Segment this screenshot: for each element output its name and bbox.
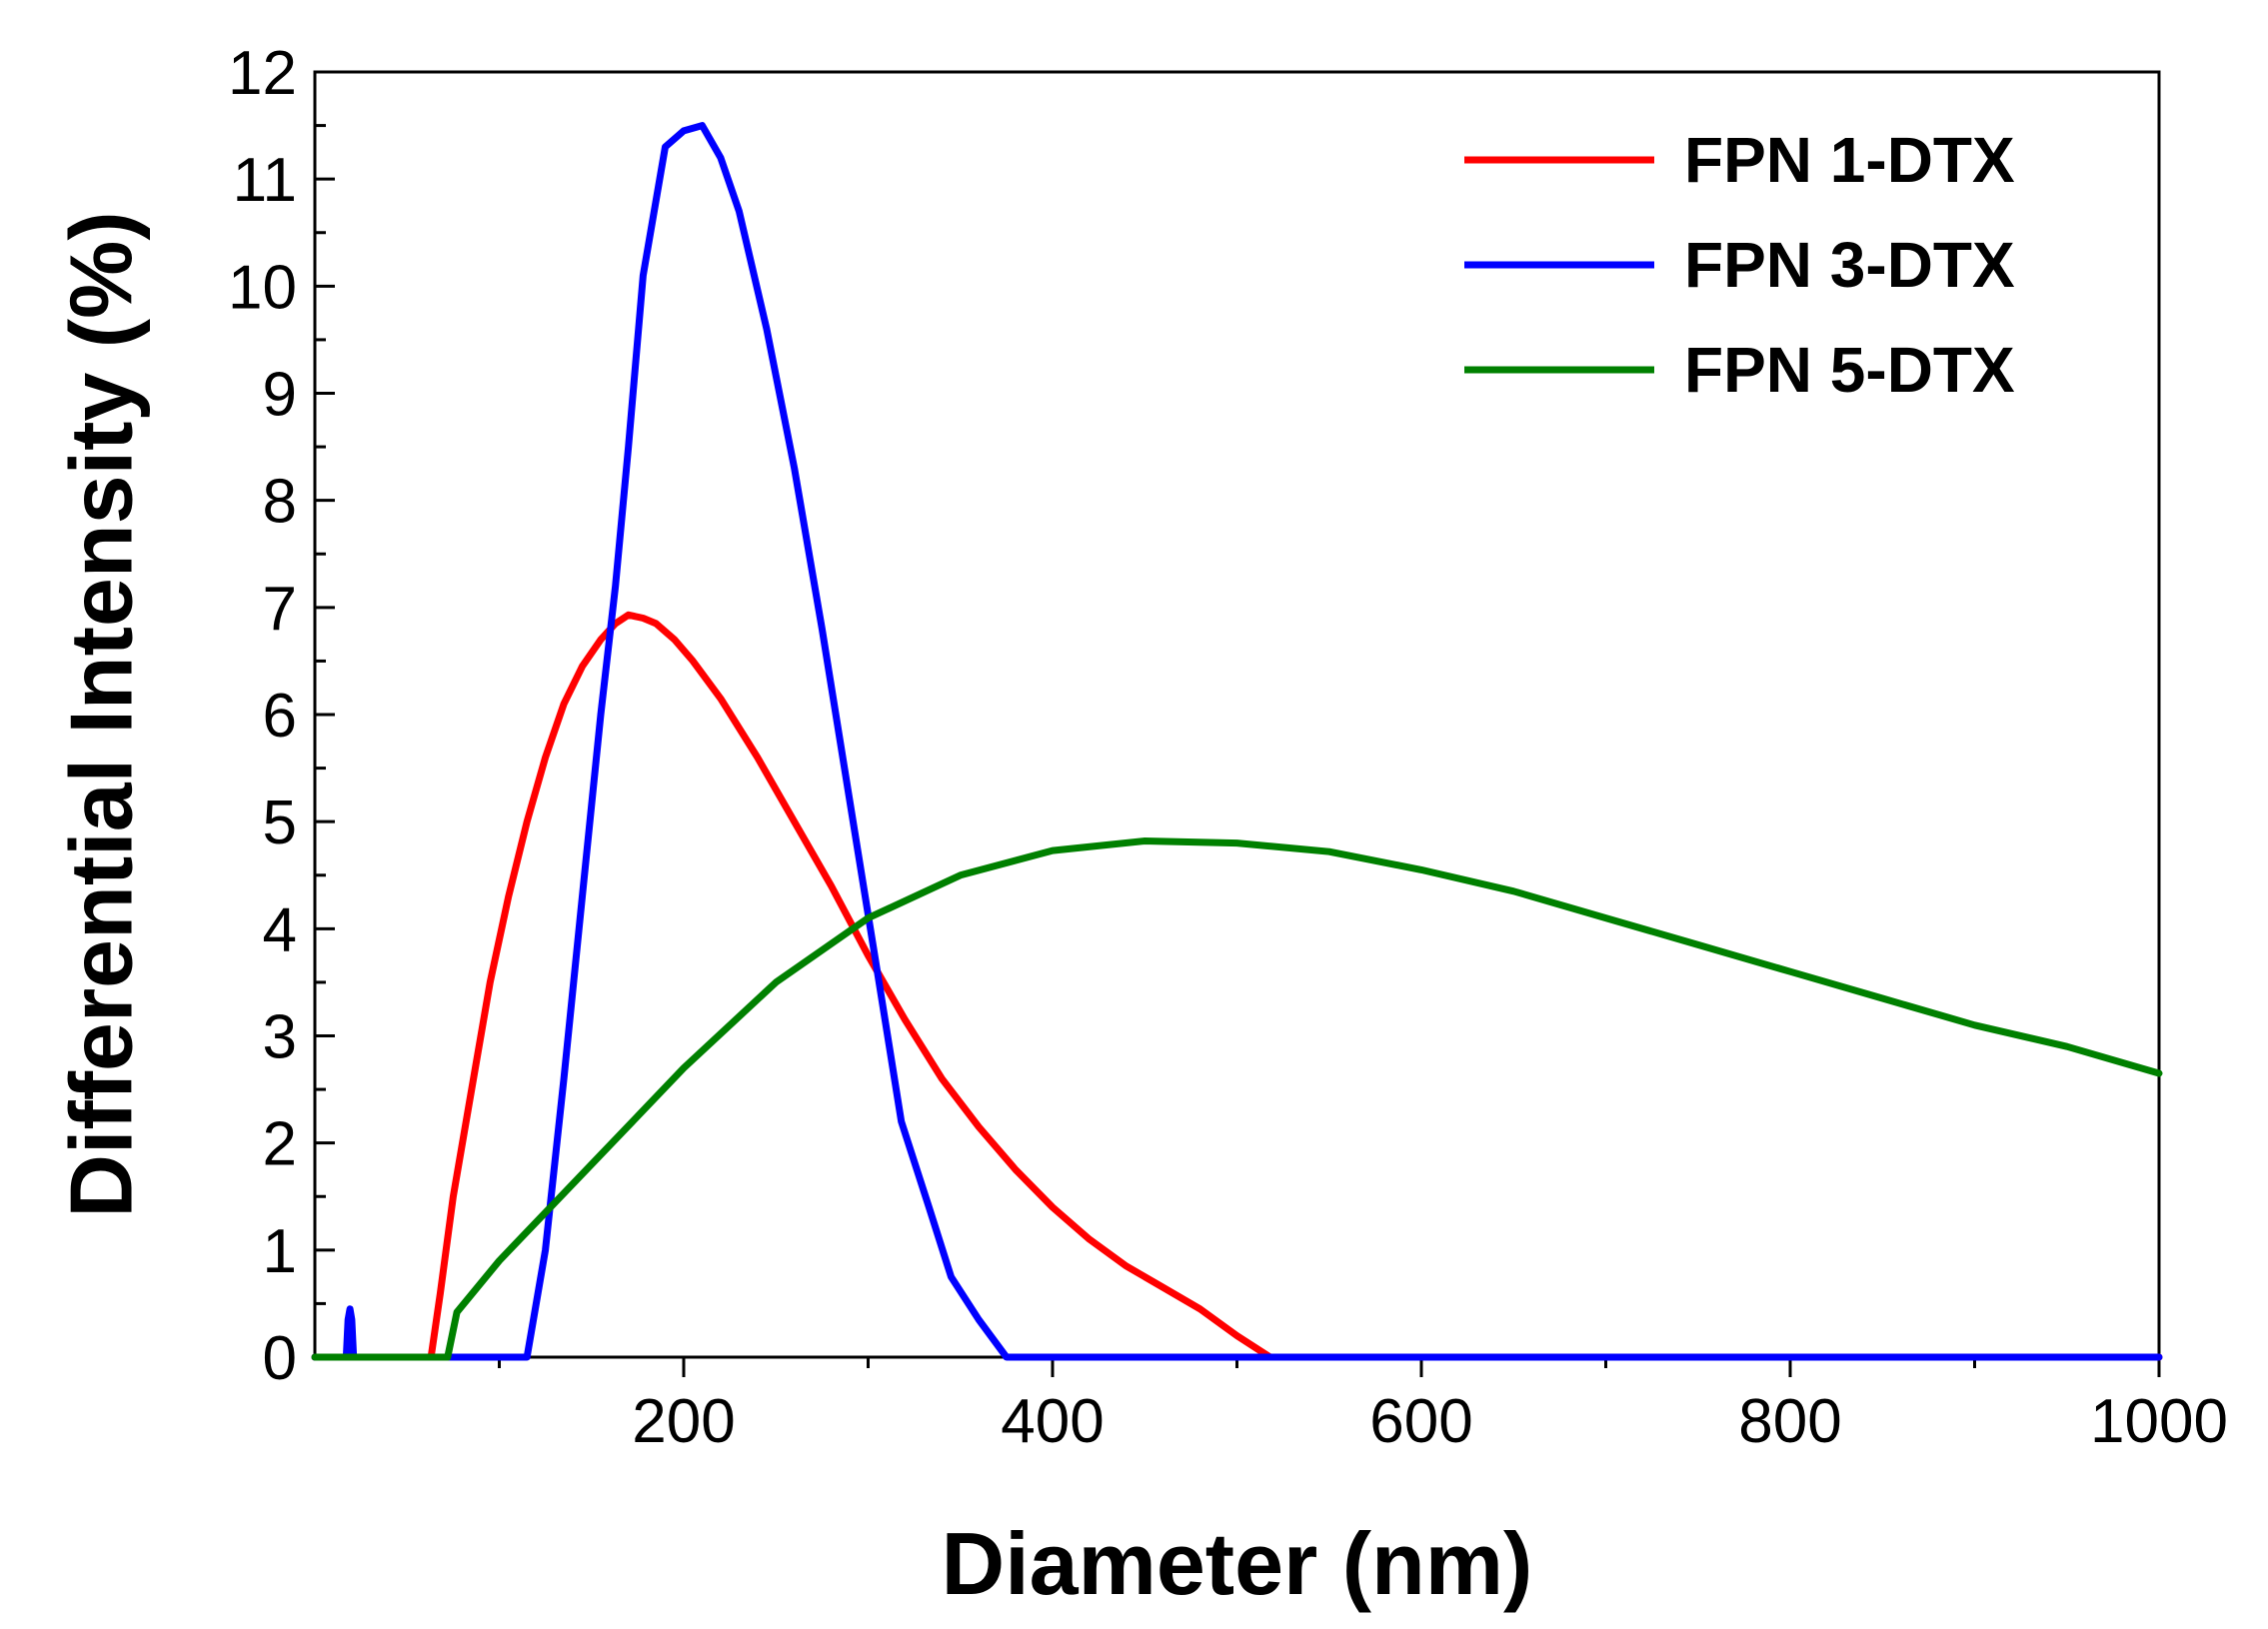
series-line-2: [311, 122, 2163, 1361]
y-tick-label: 4: [263, 895, 297, 964]
legend-label-3: FPN 5-DTX: [1684, 334, 2015, 406]
legend-label-2: FPN 3-DTX: [1684, 229, 2015, 301]
y-tick-label: 3: [263, 1003, 297, 1072]
series-lines: [311, 122, 2163, 1361]
y-tick-label: 8: [263, 468, 297, 537]
series-line-1: [311, 611, 2163, 1361]
y-tick-label: 5: [263, 789, 297, 857]
x-tick-label: 600: [1369, 1387, 1472, 1456]
legend-label-1: FPN 1-DTX: [1684, 124, 2015, 196]
x-tick-label: 800: [1738, 1387, 1841, 1456]
y-tick-label: 11: [233, 146, 297, 215]
x-tick-label: 1000: [2090, 1387, 2228, 1456]
y-tick-label: 10: [228, 253, 297, 322]
series-line-3: [311, 837, 2163, 1361]
x-tick-label: 200: [632, 1387, 735, 1456]
y-axis-title: Differential Intensity (%): [51, 211, 150, 1217]
y-tick-label: 6: [263, 682, 297, 751]
legend: FPN 1-DTX FPN 3-DTX FPN 5-DTX: [1464, 124, 2015, 406]
x-tick-label: 400: [1001, 1387, 1104, 1456]
y-tick-label: 9: [263, 361, 297, 430]
y-tick-label: 0: [263, 1324, 297, 1393]
y-tick-label: 7: [263, 575, 297, 644]
y-tick-label: 1: [263, 1217, 297, 1286]
y-tick-label: 12: [228, 39, 297, 108]
x-axis-ticks: 200 400 600 800 1000: [498, 1357, 2228, 1456]
y-tick-label: 2: [263, 1110, 297, 1179]
x-axis-title: Diameter (nm): [942, 1514, 1533, 1613]
